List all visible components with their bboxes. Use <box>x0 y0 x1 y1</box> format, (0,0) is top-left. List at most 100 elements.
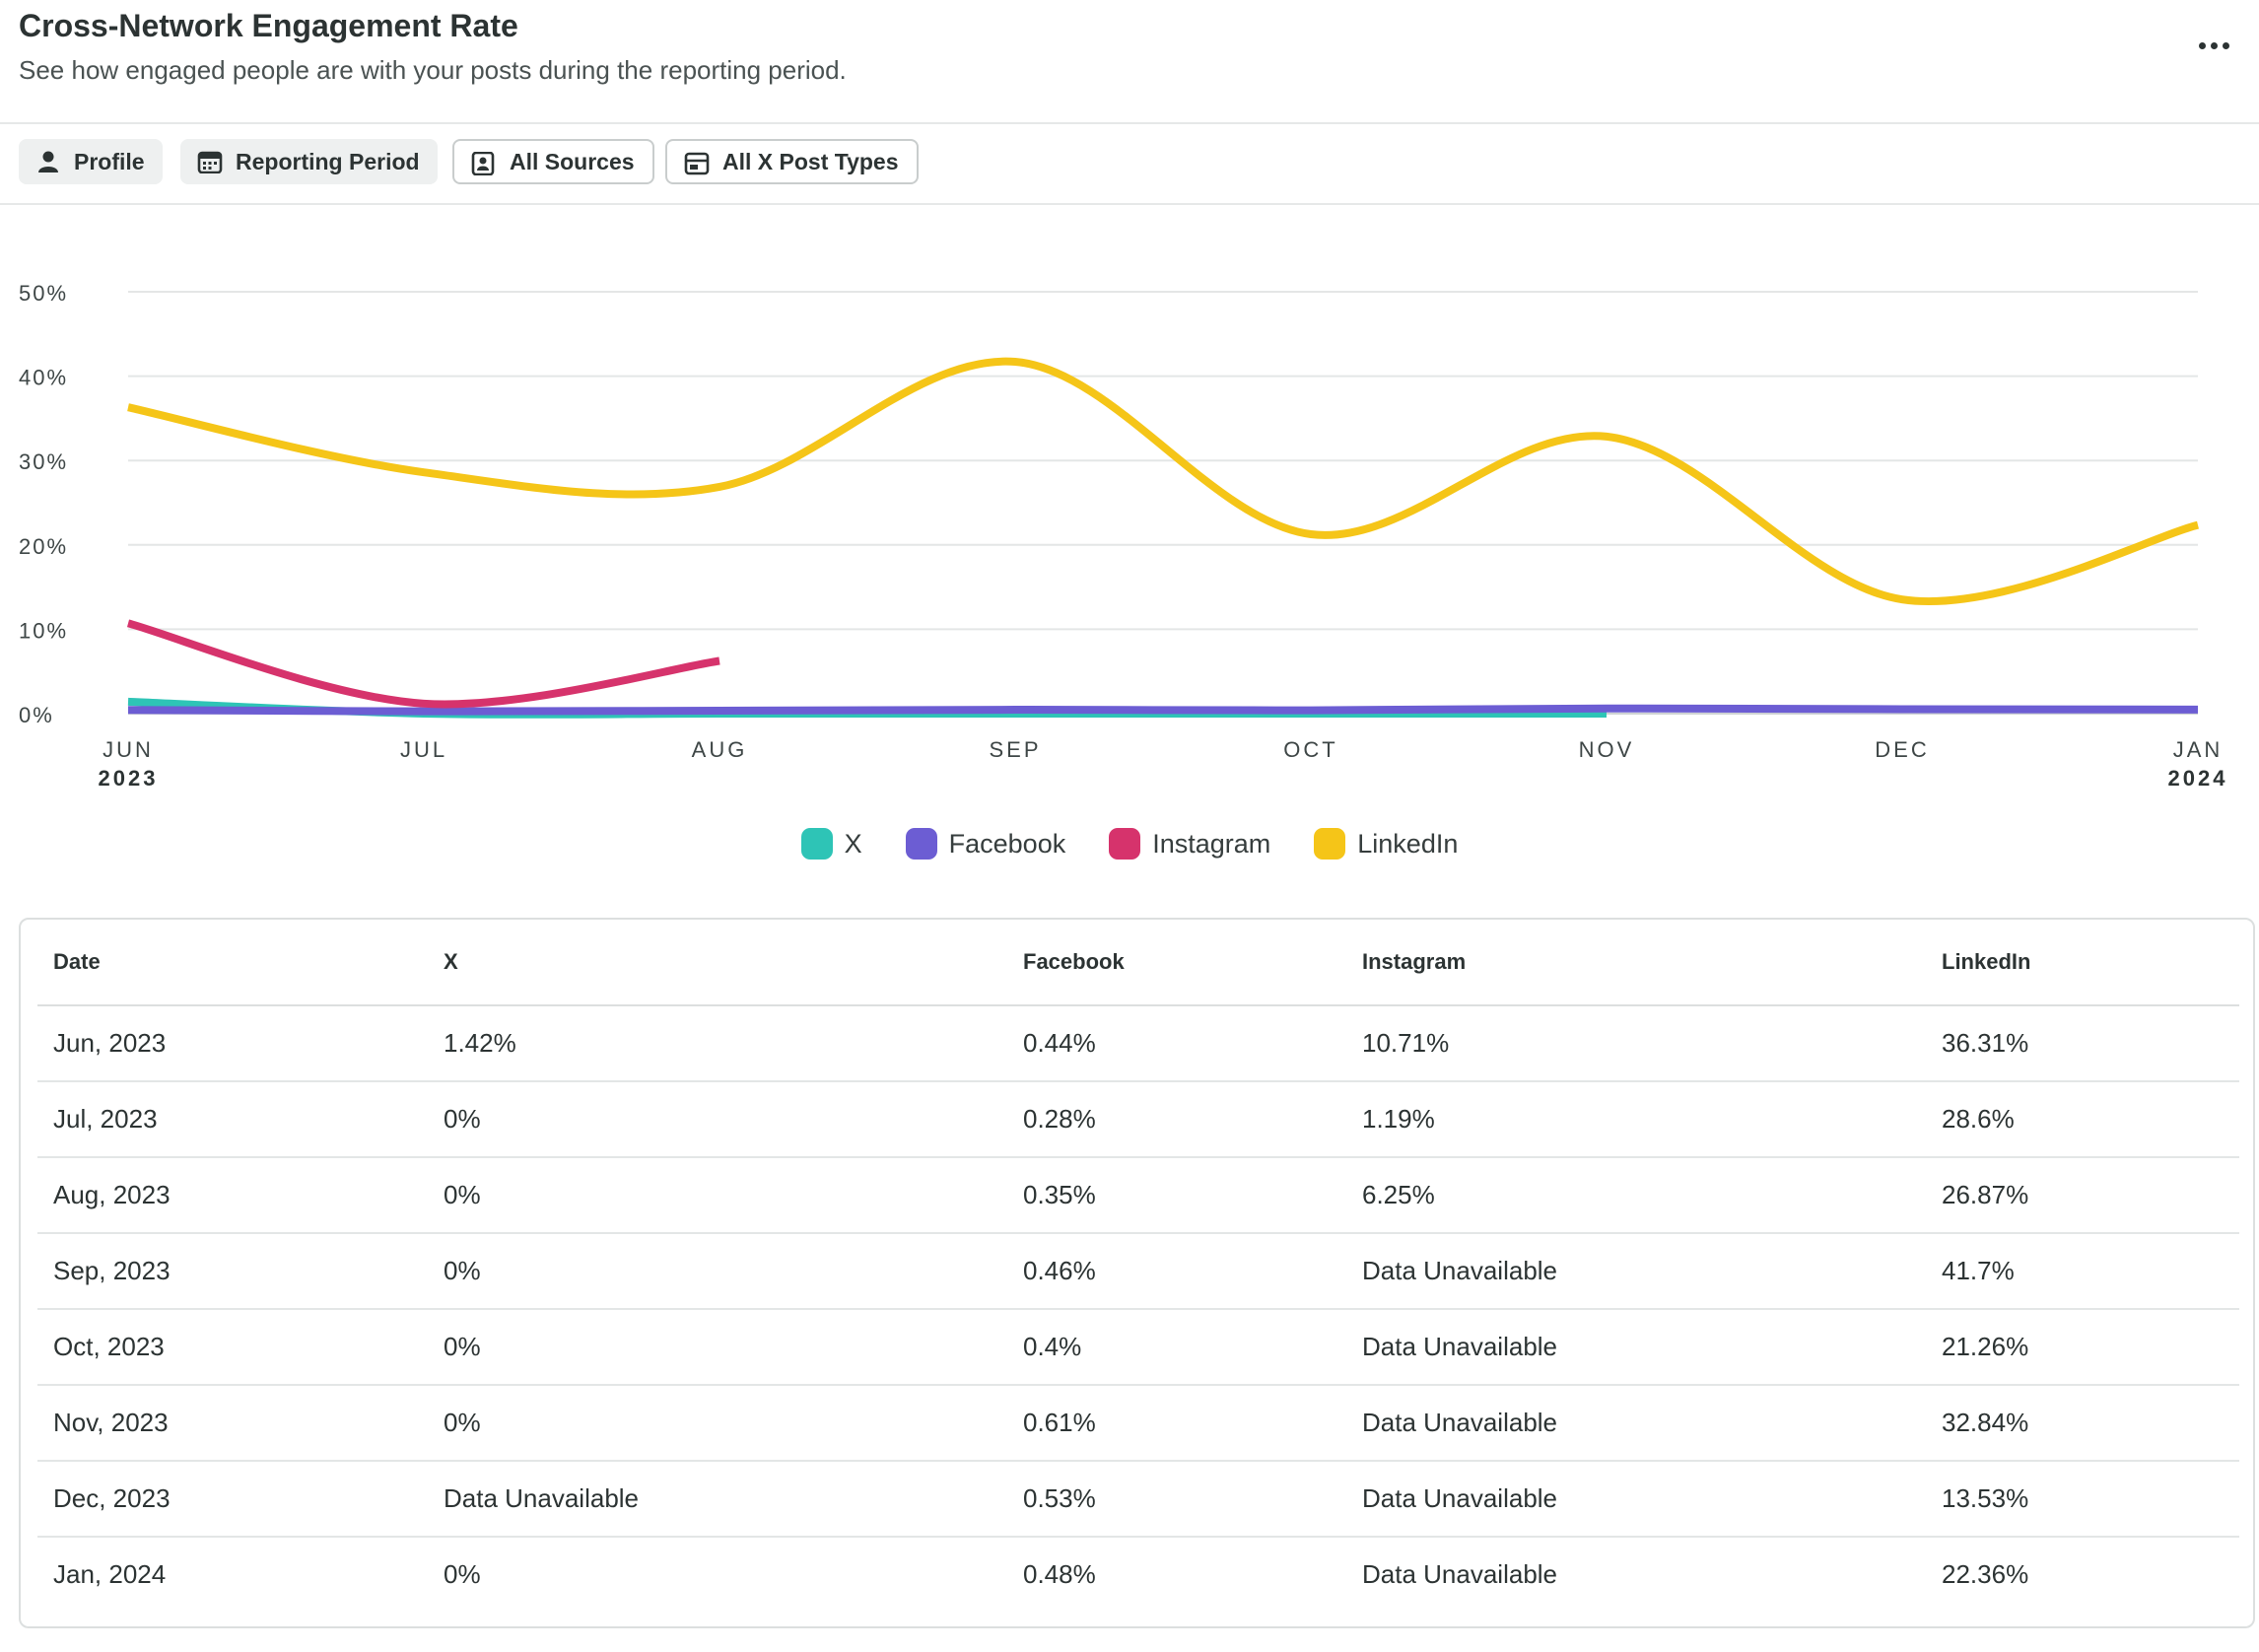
more-options-button[interactable] <box>2190 26 2237 65</box>
cell-facebook: 0.28% <box>1007 1081 1346 1158</box>
filter-bar: Profile Reporting Period All Sources All… <box>0 122 2259 205</box>
cell-x: 1.42% <box>428 1005 1007 1082</box>
engagement-data-table: Date X Facebook Instagram LinkedIn Jun, … <box>37 920 2239 1612</box>
cell-instagram: Data Unavailable <box>1362 1559 1558 1589</box>
cell-date: Jun, 2023 <box>37 1005 428 1082</box>
x-tick-label: OCT <box>1283 737 1337 762</box>
series-line-linkedin <box>127 357 2199 605</box>
cell-x: 0% <box>428 1157 1007 1234</box>
engagement-line-chart: 0% 10% 20% 30% 40% 50% JUN 2023 JUL AUG SEP OCT NOV D… <box>19 281 2228 791</box>
all-sources-filter-label: All Sources <box>510 148 635 174</box>
cell-date: Aug, 2023 <box>37 1157 428 1234</box>
series-line-instagram <box>126 619 720 709</box>
cell-instagram: Data Unavailable <box>1346 1385 1926 1462</box>
legend-label: Facebook <box>948 828 1066 859</box>
x-tick-label: NOV <box>1579 737 1635 762</box>
cell-date: Jul, 2023 <box>37 1081 428 1158</box>
cell-x: Data Unavailable <box>428 1461 1007 1538</box>
table-row: Jun, 2023 1.42% 0.44% 10.71% 36.31% <box>37 1005 2239 1082</box>
legend-item-linkedin[interactable]: LinkedIn <box>1314 828 1458 860</box>
cell-facebook: 0.53% <box>1007 1461 1346 1538</box>
cell-x: 0% <box>428 1233 1007 1310</box>
cell-instagram: Data Unavailable <box>1346 1461 1926 1538</box>
table-row: Dec, 2023 Data Unavailable 0.53% Data Un… <box>37 1461 2239 1538</box>
more-dot-icon <box>2222 41 2229 49</box>
cell-instagram: Data Unavailable <box>1346 1309 1926 1386</box>
column-header-facebook[interactable]: Facebook <box>1007 920 1346 1006</box>
profile-filter-button[interactable]: Profile <box>19 139 163 184</box>
table-row: Jan, 2024 0% 0.48% Data Unavailable 22.3… <box>37 1537 2239 1612</box>
cell-facebook: 0.35% <box>1007 1157 1346 1234</box>
person-icon <box>38 151 58 172</box>
reporting-period-filter-label: Reporting Period <box>236 148 420 174</box>
cell-facebook: 0.61% <box>1007 1385 1346 1462</box>
legend-swatch-x <box>800 828 833 860</box>
contact-card-icon <box>471 152 495 175</box>
series-line-facebook <box>127 704 2199 716</box>
legend-item-facebook[interactable]: Facebook <box>905 828 1066 860</box>
legend-swatch-linkedin <box>1314 828 1346 860</box>
x-tick-label: SEP <box>989 737 1041 762</box>
x-tick-year-label: 2024 <box>2168 766 2228 791</box>
page-subtitle: See how engaged people are with your pos… <box>19 55 847 85</box>
y-tick-label: 10% <box>19 618 68 643</box>
legend-label: Instagram <box>1152 828 1271 859</box>
cell-date: Nov, 2023 <box>37 1385 428 1462</box>
y-tick-label: 40% <box>19 366 68 390</box>
page-title: Cross-Network Engagement Rate <box>19 8 518 43</box>
column-header-date[interactable]: Date <box>37 920 428 1006</box>
column-header-instagram[interactable]: Instagram <box>1346 920 1926 1006</box>
data-table-card: Date X Facebook Instagram LinkedIn Jun, … <box>19 918 2255 1628</box>
table-row: Nov, 2023 0% 0.61% Data Unavailable 32.8… <box>37 1385 2239 1462</box>
table-row: Sep, 2023 0% 0.46% Data Unavailable 41.7… <box>37 1233 2239 1310</box>
cell-linkedin: 28.6% <box>1926 1081 2239 1158</box>
cell-linkedin: 32.84% <box>1926 1385 2239 1462</box>
all-sources-filter-button[interactable]: All Sources <box>452 139 654 184</box>
chart-legend: X Facebook Instagram LinkedIn <box>0 828 2259 860</box>
cell-linkedin: 22.36% <box>1942 1559 2029 1589</box>
legend-label: X <box>844 828 862 859</box>
legend-item-instagram[interactable]: Instagram <box>1109 828 1270 860</box>
y-tick-label: 30% <box>19 449 68 474</box>
column-header-x[interactable]: X <box>428 920 1007 1006</box>
legend-swatch-instagram <box>1109 828 1141 860</box>
cell-linkedin: 21.26% <box>1926 1309 2239 1386</box>
column-header-linkedin[interactable]: LinkedIn <box>1926 920 2239 1006</box>
calendar-icon <box>197 151 223 173</box>
cell-date: Sep, 2023 <box>37 1233 428 1310</box>
cell-linkedin: 41.7% <box>1926 1233 2239 1310</box>
all-x-post-types-filter-button[interactable]: All X Post Types <box>665 139 919 184</box>
cell-x: 0% <box>428 1081 1007 1158</box>
cell-instagram: Data Unavailable <box>1346 1233 1926 1310</box>
legend-item-x[interactable]: X <box>800 828 862 860</box>
cell-facebook: 0.46% <box>1007 1233 1346 1310</box>
more-dot-icon <box>2210 41 2218 49</box>
cell-instagram: 6.25% <box>1346 1157 1926 1234</box>
x-tick-label: JUN <box>103 737 154 762</box>
table-row: Jul, 2023 0% 0.28% 1.19% 28.6% <box>37 1081 2239 1158</box>
cell-x: 0% <box>428 1385 1007 1462</box>
x-tick-label: JUL <box>400 737 447 762</box>
more-dot-icon <box>2198 41 2206 49</box>
y-tick-label: 20% <box>19 534 68 559</box>
cell-x: 0% <box>444 1559 481 1589</box>
post-type-icon <box>684 152 710 175</box>
cell-linkedin: 26.87% <box>1926 1157 2239 1234</box>
reporting-period-filter-button[interactable]: Reporting Period <box>180 139 438 184</box>
cell-x: 0% <box>428 1309 1007 1386</box>
y-tick-label: 0% <box>19 703 54 727</box>
cell-linkedin: 13.53% <box>1926 1461 2239 1538</box>
legend-label: LinkedIn <box>1357 828 1459 859</box>
table-row: Oct, 2023 0% 0.4% Data Unavailable 21.26… <box>37 1309 2239 1386</box>
table-row: Aug, 2023 0% 0.35% 6.25% 26.87% <box>37 1157 2239 1234</box>
x-tick-year-label: 2023 <box>99 766 159 791</box>
all-x-post-types-filter-label: All X Post Types <box>722 148 899 174</box>
cell-date: Dec, 2023 <box>37 1461 428 1538</box>
x-tick-label: DEC <box>1875 737 1929 762</box>
widget-header: Cross-Network Engagement Rate See how en… <box>0 0 2259 124</box>
cell-facebook: 0.4% <box>1007 1309 1346 1386</box>
cell-instagram: 1.19% <box>1346 1081 1926 1158</box>
legend-swatch-facebook <box>905 828 937 860</box>
cell-linkedin: 36.31% <box>1926 1005 2239 1082</box>
cell-facebook: 0.48% <box>1023 1559 1096 1589</box>
